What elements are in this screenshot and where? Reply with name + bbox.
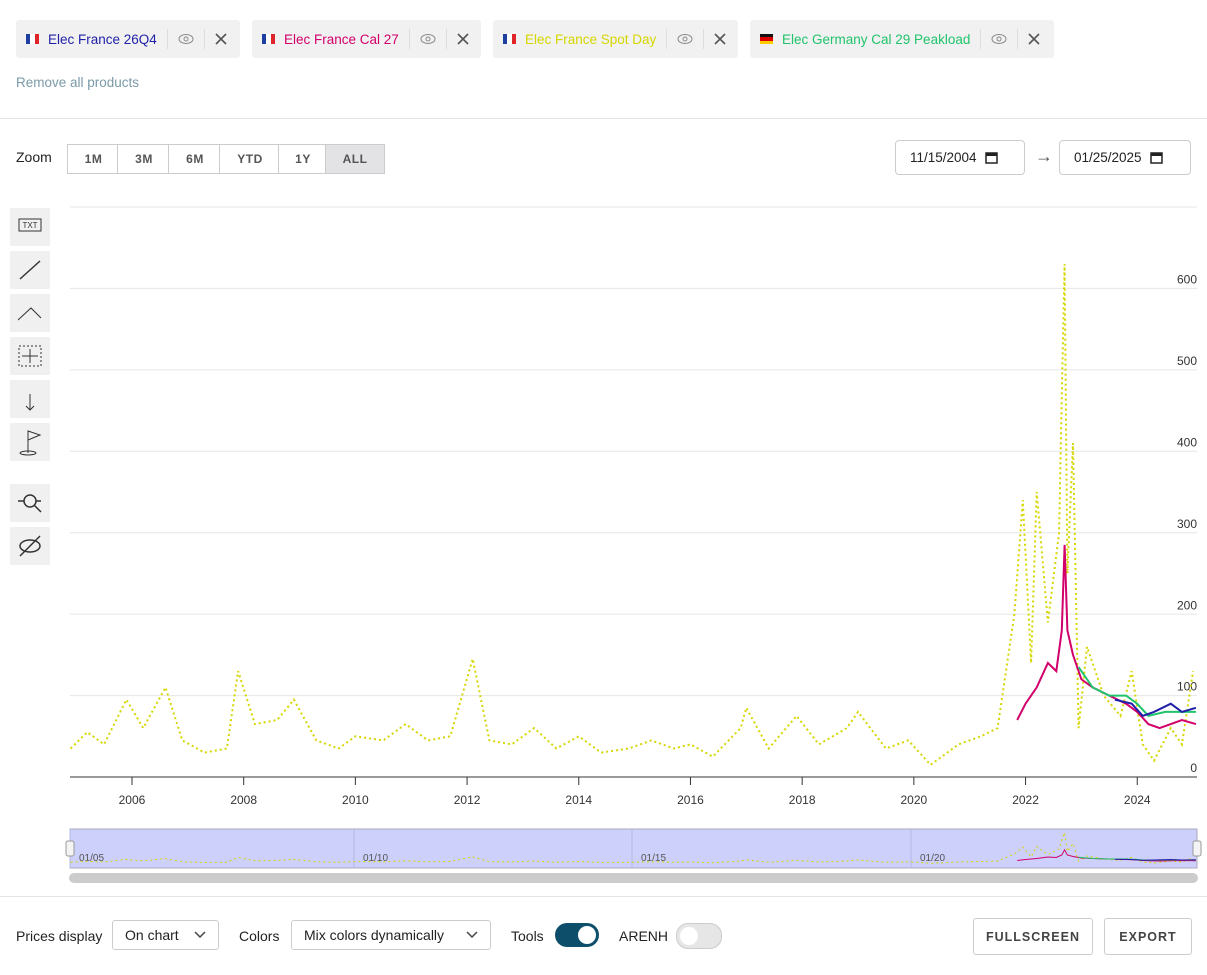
close-icon[interactable]: [457, 33, 469, 45]
product-chip[interactable]: Elec France Spot Day: [493, 20, 738, 58]
y-tick-label: 200: [1177, 598, 1197, 612]
product-chip[interactable]: Elec France Cal 27: [252, 20, 481, 58]
y-tick-label: 100: [1177, 680, 1197, 694]
remove-all-link[interactable]: Remove all products: [16, 75, 140, 90]
prices-display-select[interactable]: On chart: [112, 920, 219, 950]
y-tick-label: 500: [1177, 354, 1197, 368]
navigator-handle: [65, 840, 75, 857]
colors-label: Colors: [239, 928, 280, 944]
y-tick-label: 300: [1177, 517, 1197, 531]
product-name: Elec Germany Cal 29 Peakload: [782, 31, 971, 47]
x-tick-label: 2010: [342, 793, 369, 807]
angle-tool[interactable]: [10, 294, 50, 332]
x-tick-label: 2008: [230, 793, 257, 807]
select-value: On chart: [125, 927, 179, 943]
export-button[interactable]: EXPORT: [1104, 918, 1192, 955]
x-tick-label: 2014: [565, 793, 592, 807]
end-date: 01/25/2025: [1074, 150, 1142, 165]
calendar-icon: [984, 152, 998, 164]
tools-label: Tools: [511, 928, 544, 944]
product-name: Elec France Spot Day: [525, 31, 657, 47]
arenh-label: ARENH: [619, 928, 669, 944]
eye-icon[interactable]: [420, 33, 436, 45]
start-date-input[interactable]: 11/15/2004: [895, 140, 1025, 175]
zoom-button[interactable]: 3M: [117, 144, 171, 174]
x-tick-label: 2022: [1012, 793, 1039, 807]
hide-tool[interactable]: [10, 527, 50, 565]
scrollbar: [69, 873, 1198, 883]
select-value: Mix colors dynamically: [304, 927, 445, 943]
series-line: [69, 263, 1195, 767]
eye-icon[interactable]: [178, 33, 194, 45]
flag-germany: [760, 34, 773, 44]
tools-toggle[interactable]: [555, 923, 599, 947]
navigator-handle: [1192, 840, 1202, 857]
navigator-label: 01/05: [79, 853, 104, 864]
close-icon[interactable]: [714, 33, 726, 45]
eye-icon[interactable]: [991, 33, 1007, 45]
x-tick-label: 2012: [454, 793, 481, 807]
navigator-label: 01/10: [363, 853, 388, 864]
x-tick-label: 2006: [119, 793, 146, 807]
zoom-button[interactable]: 1Y: [278, 144, 328, 174]
y-tick-label: 600: [1177, 273, 1197, 287]
divider: [0, 896, 1207, 897]
product-chip[interactable]: Elec France 26Q4: [16, 20, 240, 58]
prices-display-label: Prices display: [16, 928, 103, 944]
arenh-toggle[interactable]: [676, 923, 722, 949]
flag-tool[interactable]: [10, 423, 50, 461]
navigator-line: [70, 832, 1194, 864]
navigator-line: [1114, 858, 1196, 861]
end-date-input[interactable]: 01/25/2025: [1059, 140, 1191, 175]
zoom-button[interactable]: 1M: [67, 144, 120, 174]
close-icon[interactable]: [215, 33, 227, 45]
x-tick-label: 2024: [1124, 793, 1151, 807]
series-line: [1016, 544, 1197, 730]
zoom-button[interactable]: ALL: [325, 144, 385, 174]
text-tool[interactable]: TXT: [10, 208, 50, 246]
product-chip[interactable]: Elec Germany Cal 29 Peakload: [750, 20, 1054, 58]
zoom-label: Zoom: [16, 149, 52, 165]
measure-tool[interactable]: [10, 337, 50, 375]
eye-icon[interactable]: [677, 33, 693, 45]
series-line: [1077, 666, 1196, 718]
colors-select[interactable]: Mix colors dynamically: [291, 920, 491, 950]
calendar-icon: [1149, 152, 1163, 164]
zoom-button[interactable]: YTD: [219, 144, 281, 174]
flag-france: [26, 34, 39, 44]
close-icon[interactable]: [1028, 33, 1040, 45]
x-tick-label: 2016: [677, 793, 704, 807]
range-arrow: →: [1035, 146, 1053, 166]
value-tool[interactable]: [10, 380, 50, 418]
flag-france: [503, 34, 516, 44]
start-date: 11/15/2004: [910, 150, 977, 165]
svg-text:TXT: TXT: [22, 221, 37, 230]
chart: 0 100 200 300 400 500 600 2006 2008 2010 2012 2014 2…: [65, 206, 1202, 883]
navigator-label: 01/20: [920, 853, 945, 864]
x-tick-label: 2020: [901, 793, 928, 807]
navigator-label: 01/15: [641, 853, 666, 864]
product-name: Elec France Cal 27: [284, 31, 399, 47]
y-tick-label: 0: [1190, 761, 1197, 775]
fullscreen-button[interactable]: FULLSCREEN: [973, 918, 1093, 955]
divider: [0, 118, 1207, 119]
y-tick-label: 400: [1177, 435, 1197, 449]
zoom-tool[interactable]: [10, 484, 50, 522]
product-name: Elec France 26Q4: [48, 31, 157, 47]
x-tick-label: 2018: [789, 793, 816, 807]
line-tool[interactable]: [10, 251, 50, 289]
flag-france: [262, 34, 275, 44]
series-line: [1114, 698, 1197, 718]
